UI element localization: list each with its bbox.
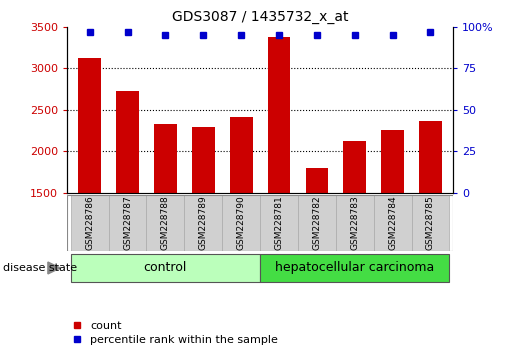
Bar — [305, 168, 328, 193]
Bar — [260, 253, 450, 282]
Text: hepatocellular carcinoma: hepatocellular carcinoma — [275, 262, 434, 274]
Bar — [374, 195, 411, 251]
Text: GSM228788: GSM228788 — [161, 196, 170, 250]
Text: GSM228782: GSM228782 — [313, 196, 321, 250]
Bar — [268, 36, 290, 193]
Legend: count, percentile rank within the sample: count, percentile rank within the sample — [73, 321, 278, 345]
Bar — [419, 121, 442, 193]
Bar — [78, 58, 101, 193]
Text: control: control — [144, 262, 187, 274]
Bar — [116, 91, 139, 193]
Bar — [146, 195, 184, 251]
Text: GSM228790: GSM228790 — [236, 196, 246, 250]
Bar — [381, 130, 404, 193]
Bar — [184, 195, 222, 251]
Text: GSM228781: GSM228781 — [274, 196, 284, 250]
Bar — [411, 195, 450, 251]
Bar — [344, 141, 366, 193]
Bar — [298, 195, 336, 251]
Text: GSM228785: GSM228785 — [426, 196, 435, 250]
Text: GSM228784: GSM228784 — [388, 196, 397, 250]
Bar — [260, 195, 298, 251]
Text: GSM228783: GSM228783 — [350, 196, 359, 250]
Bar — [230, 117, 252, 193]
Bar — [154, 124, 177, 193]
Bar — [71, 195, 109, 251]
Text: disease state: disease state — [3, 263, 77, 273]
Text: GSM228789: GSM228789 — [199, 196, 208, 250]
Bar — [192, 127, 215, 193]
Bar — [222, 195, 260, 251]
Bar — [336, 195, 374, 251]
Bar — [109, 195, 146, 251]
Polygon shape — [48, 262, 60, 274]
Text: GSM228787: GSM228787 — [123, 196, 132, 250]
Text: GSM228786: GSM228786 — [85, 196, 94, 250]
Bar — [71, 253, 260, 282]
Title: GDS3087 / 1435732_x_at: GDS3087 / 1435732_x_at — [172, 10, 348, 24]
